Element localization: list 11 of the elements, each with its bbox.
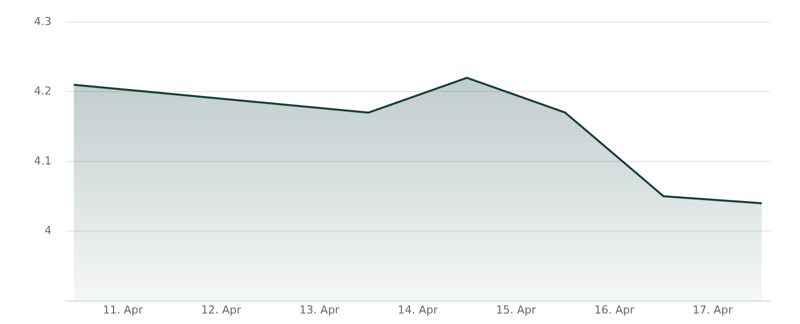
x-tick-label: 17. Apr — [692, 303, 734, 316]
y-tick-label: 4.3 — [34, 14, 52, 28]
x-tick-label: 13. Apr — [299, 303, 340, 316]
x-tick-label: 16. Apr — [594, 303, 635, 316]
y-tick-label: 4.1 — [34, 154, 52, 168]
x-tick-label: 15. Apr — [496, 303, 537, 316]
x-tick-label: 12. Apr — [201, 303, 242, 316]
y-tick-label: 4.2 — [34, 84, 52, 98]
y-tick-label: 4 — [44, 224, 52, 237]
x-tick-label: 11. Apr — [102, 303, 144, 316]
x-tick-label: 14. Apr — [398, 303, 438, 316]
